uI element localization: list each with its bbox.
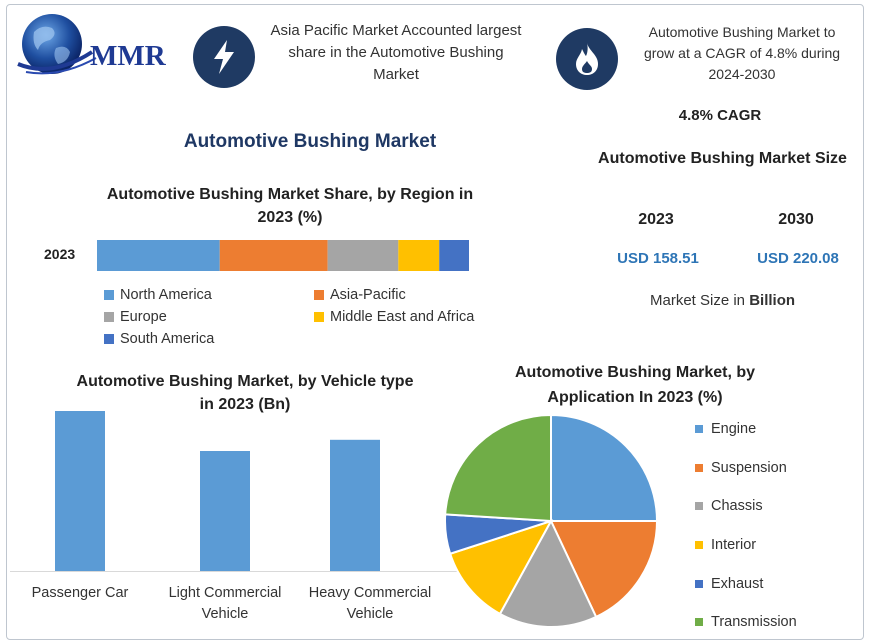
legend-item-engine: Engine — [695, 410, 855, 449]
legend-swatch — [314, 312, 324, 322]
year-2023: 2023 — [638, 211, 674, 228]
region-bar-segment — [398, 240, 440, 271]
mmr-logo: MMR — [12, 8, 187, 80]
lightning-icon — [193, 26, 255, 88]
legend-item-north-america: North America — [104, 284, 304, 306]
value-2030: USD 220.08 — [757, 250, 839, 267]
market-size-note-unit: Billion — [749, 292, 796, 309]
legend-item-transmission: Transmission — [695, 603, 855, 642]
header-card-1-text: Asia Pacific Market Accounted largest sh… — [270, 22, 522, 83]
pie-slice-suspension — [549, 520, 659, 619]
region-bar-segment — [97, 240, 220, 271]
legend-item-south-america: South America — [104, 328, 304, 350]
region-chart-category-label: 2023 — [44, 246, 76, 262]
legend-label: Europe — [120, 309, 167, 325]
legend-item-suspension: Suspension — [695, 449, 855, 488]
vehicle-bar — [330, 439, 380, 571]
globe-icon — [17, 14, 97, 75]
region-bar-segment — [327, 240, 399, 271]
legend-label: Exhaust — [711, 575, 764, 592]
legend-swatch — [314, 290, 324, 300]
vehicle-bar — [55, 411, 105, 571]
legend-item-middle-east-africa: Middle East and Africa — [314, 306, 514, 328]
region-legend-col1: North America Europe South America — [104, 284, 304, 350]
region-bar-segment — [439, 240, 469, 271]
legend-item-interior: Interior — [695, 526, 855, 565]
legend-label: Engine — [711, 421, 757, 438]
vehicle-category-label: Heavy Commercial Vehicle — [308, 585, 432, 622]
legend-swatch — [104, 312, 114, 322]
legend-item-asia-pacific: Asia-Pacific — [314, 284, 514, 306]
legend-label: Chassis — [711, 498, 763, 515]
flame-icon — [556, 28, 618, 90]
year-2030: 2030 — [778, 211, 814, 228]
vehicle-category-label: Light Commercial Vehicle — [168, 585, 282, 622]
legend-label: Interior — [711, 537, 757, 554]
region-legend-col2: Asia-Pacific Middle East and Africa — [314, 284, 514, 328]
pie-slice-transmission — [444, 413, 552, 523]
cagr-value: 4.8% CAGR — [678, 107, 762, 124]
legend-item-exhaust: Exhaust — [695, 564, 855, 603]
legend-swatch — [104, 290, 114, 300]
header-card-2-text: Automotive Bushing Market to grow at a C… — [643, 24, 841, 82]
market-size-note-prefix: Market Size in — [649, 292, 750, 309]
application-chart-title: Automotive Bushing Market, by Applicatio… — [514, 364, 756, 406]
legend-swatch — [695, 502, 703, 511]
region-chart-title: Automotive Bushing Market Share, by Regi… — [106, 186, 474, 226]
legend-label: Asia-Pacific — [330, 287, 406, 303]
legend-swatch — [104, 334, 114, 344]
pie-slice-chassis — [498, 518, 598, 628]
legend-label: Suspension — [711, 459, 787, 476]
vehicle-bar — [200, 451, 250, 571]
legend-label: Middle East and Africa — [330, 309, 475, 325]
legend-label: South America — [120, 331, 215, 347]
market-size-title: Automotive Bushing Market Size — [598, 150, 847, 167]
infographic-frame — [6, 4, 864, 640]
legend-swatch — [695, 541, 703, 550]
pie-slice-engine — [550, 413, 659, 522]
legend-label: North America — [120, 287, 212, 303]
application-legend: Engine Suspension Chassis Interior Exhau… — [695, 410, 855, 642]
region-bar-segment — [219, 240, 328, 271]
legend-label: Transmission — [711, 614, 797, 631]
vehicle-chart-title: Automotive Bushing Market, by Vehicle ty… — [76, 373, 414, 413]
region-stacked-bar-chart — [97, 240, 469, 271]
market-size-note: Market Size in Billion — [600, 292, 845, 309]
application-pie-chart — [444, 413, 659, 628]
pie-slice-interior — [448, 519, 554, 616]
vehicle-bar-chart — [10, 411, 460, 572]
legend-item-chassis: Chassis — [695, 487, 855, 526]
legend-swatch — [695, 618, 703, 627]
logo-text: MMR — [90, 40, 166, 72]
legend-swatch — [695, 425, 703, 434]
value-2023: USD 158.51 — [617, 250, 699, 267]
legend-swatch — [695, 463, 703, 472]
main-title: Automotive Bushing Market — [183, 131, 437, 152]
legend-swatch — [695, 579, 703, 588]
legend-item-europe: Europe — [104, 306, 304, 328]
vehicle-category-label: Passenger Car — [31, 585, 129, 601]
